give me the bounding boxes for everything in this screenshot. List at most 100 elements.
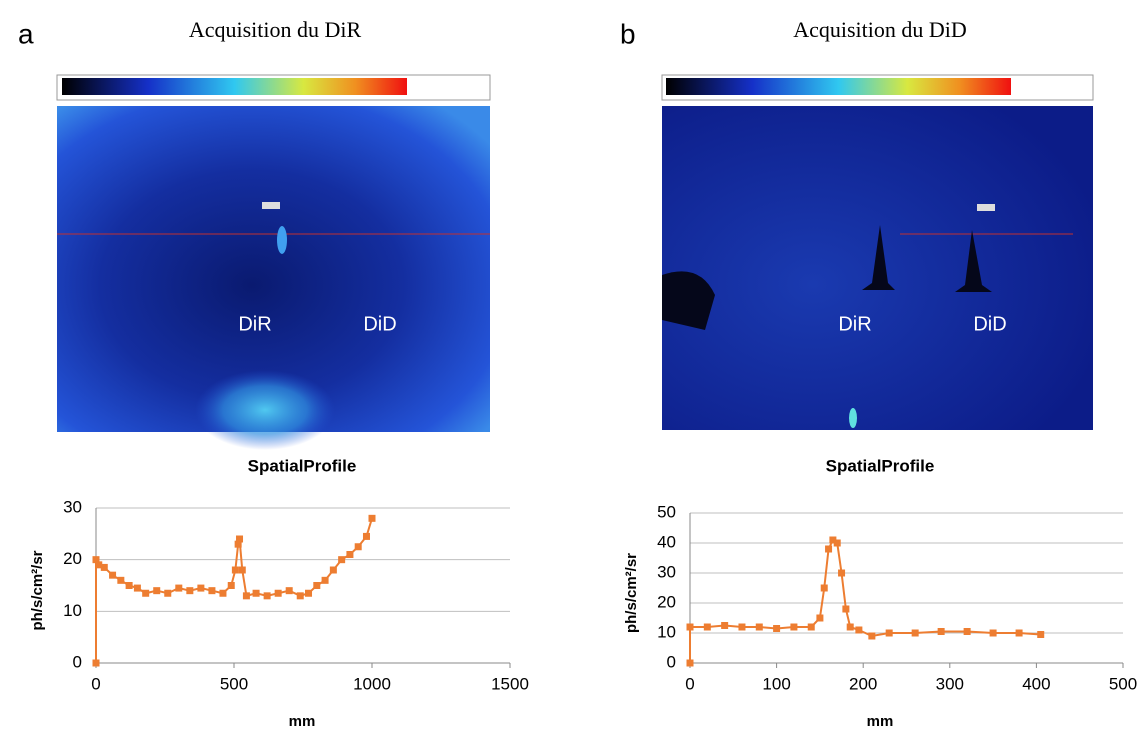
marker [95,561,103,569]
marker [362,532,370,540]
marker [231,566,239,574]
x-tick-label: 100 [762,674,790,693]
image-label: DiR [838,313,871,335]
panel-title: Acquisition du DiD [793,17,967,42]
marker [838,569,846,577]
marker [242,592,250,600]
panel-title: Acquisition du DiR [189,17,362,42]
y-tick-label: 30 [657,562,676,581]
marker [153,587,161,595]
marker [117,576,125,584]
marker [305,589,313,597]
y-tick-label: 0 [667,652,676,671]
marker [219,589,227,597]
chart-title: SpatialProfile [248,456,357,475]
y-axis-label: ph/s/cm²/sr [623,553,640,633]
x-axis-label: mm [289,713,316,730]
x-tick-label: 200 [849,674,877,693]
marker [208,587,216,595]
marker [125,582,133,589]
marker [133,584,141,592]
chart-title: SpatialProfile [826,456,935,475]
marker [686,659,694,667]
y-tick-label: 0 [73,652,82,671]
x-tick-label: 300 [936,674,964,693]
marker [686,623,694,631]
marker [738,623,746,631]
x-tick-label: 400 [1022,674,1050,693]
marker [868,632,876,640]
x-tick-label: 1500 [491,674,529,693]
marker [109,571,117,579]
marker [238,566,246,574]
marker [820,584,828,592]
marker [911,629,919,637]
x-tick-label: 500 [1109,674,1137,693]
marker [1015,629,1023,637]
marker [825,545,833,553]
marker [197,584,205,592]
x-tick-label: 1000 [353,674,391,693]
marker [252,589,260,597]
marker [368,514,376,522]
marker [296,592,304,600]
image-label: DiD [973,313,1006,335]
marker [846,623,854,631]
y-tick-label: 40 [657,532,676,551]
marker [963,628,971,635]
marker [354,543,362,551]
y-tick-label: 50 [657,502,676,521]
marker [703,623,711,631]
x-tick-label: 500 [220,674,248,693]
image-a [56,74,491,450]
marker [285,587,293,595]
profile-line [689,538,1041,663]
y-tick-label: 20 [657,592,676,611]
x-tick-label: 0 [685,674,694,693]
marker [816,614,824,622]
marker [313,582,321,589]
marker [234,540,242,548]
marker [274,589,282,597]
marker [329,566,337,574]
marker [321,576,329,584]
marker [937,628,945,635]
y-axis-label: ph/s/cm²/sr [29,550,46,630]
x-axis-label: mm [867,713,894,730]
x-tick-label: 0 [91,674,100,693]
marker [885,629,893,637]
marker [236,535,244,543]
marker [842,605,850,613]
marker [92,556,100,564]
marker [807,623,815,631]
marker [164,589,172,597]
y-tick-label: 10 [657,622,676,641]
y-tick-label: 30 [63,497,82,516]
marker [92,659,100,667]
y-tick-label: 20 [63,549,82,568]
image-b [661,74,1094,430]
marker [829,536,837,544]
marker [855,626,863,634]
marker [346,551,354,558]
marker [721,622,729,629]
panel-letter: b [620,18,636,49]
marker [790,623,798,631]
panel-letter: a [18,18,34,49]
marker [773,625,781,632]
marker [338,556,346,564]
image-label: DiR [238,313,271,335]
marker [833,539,841,547]
marker [263,592,271,600]
marker [186,587,194,595]
y-tick-label: 10 [63,601,82,620]
marker [100,563,108,571]
image-label: DiD [363,313,396,335]
marker [1037,631,1045,638]
marker [175,584,183,592]
marker [989,629,997,637]
marker [142,589,150,597]
marker [755,623,763,631]
marker [227,582,235,589]
